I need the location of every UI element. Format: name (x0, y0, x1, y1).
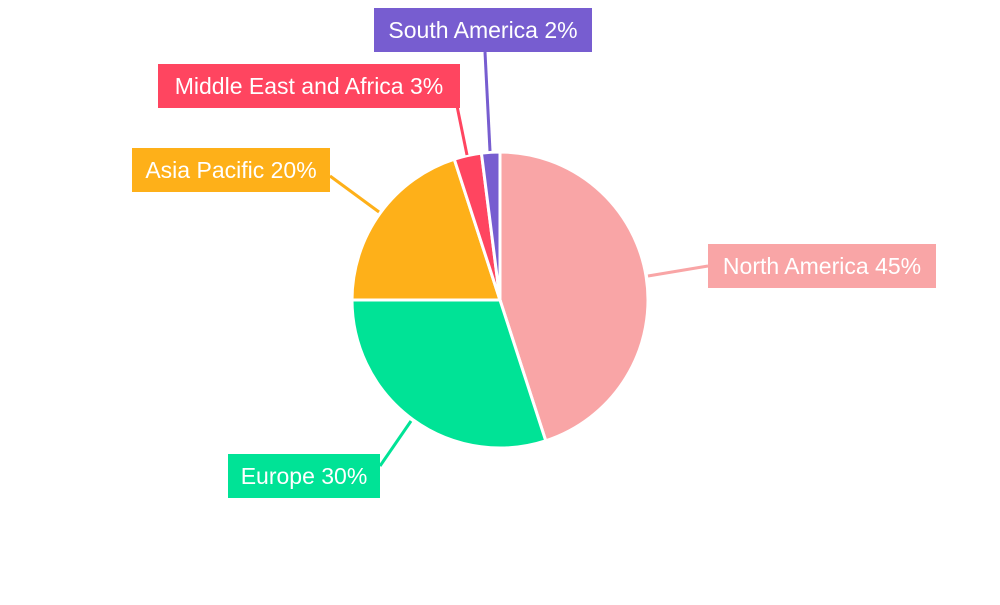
leader-line-south-america (483, 51, 492, 152)
data-label-south-america: South America 2% (388, 17, 577, 43)
data-label-europe: Europe 30% (241, 463, 368, 489)
leader-line-europe (378, 420, 413, 467)
leader-line-middle-east-and-africa (455, 105, 469, 156)
data-label-box-europe (228, 454, 380, 498)
data-label-box-asia-pacific (132, 148, 330, 192)
data-label-asia-pacific: Asia Pacific 20% (145, 157, 316, 183)
leader-line-north-america (647, 264, 709, 278)
data-label-middle-east-and-africa: Middle East and Africa 3% (175, 73, 443, 99)
data-label-box-north-america (708, 244, 936, 288)
pie-slice-south-america[interactable] (479, 150, 502, 301)
leader-line-asia-pacific (329, 174, 380, 214)
data-label-box-south-america (374, 8, 592, 52)
data-label-north-america: North America 45% (723, 253, 921, 279)
pie-slice-europe[interactable] (350, 298, 548, 450)
pie-slice-asia-pacific[interactable] (350, 157, 503, 302)
pie-slice-north-america[interactable] (498, 150, 650, 443)
data-label-box-middle-east-and-africa (158, 64, 460, 108)
